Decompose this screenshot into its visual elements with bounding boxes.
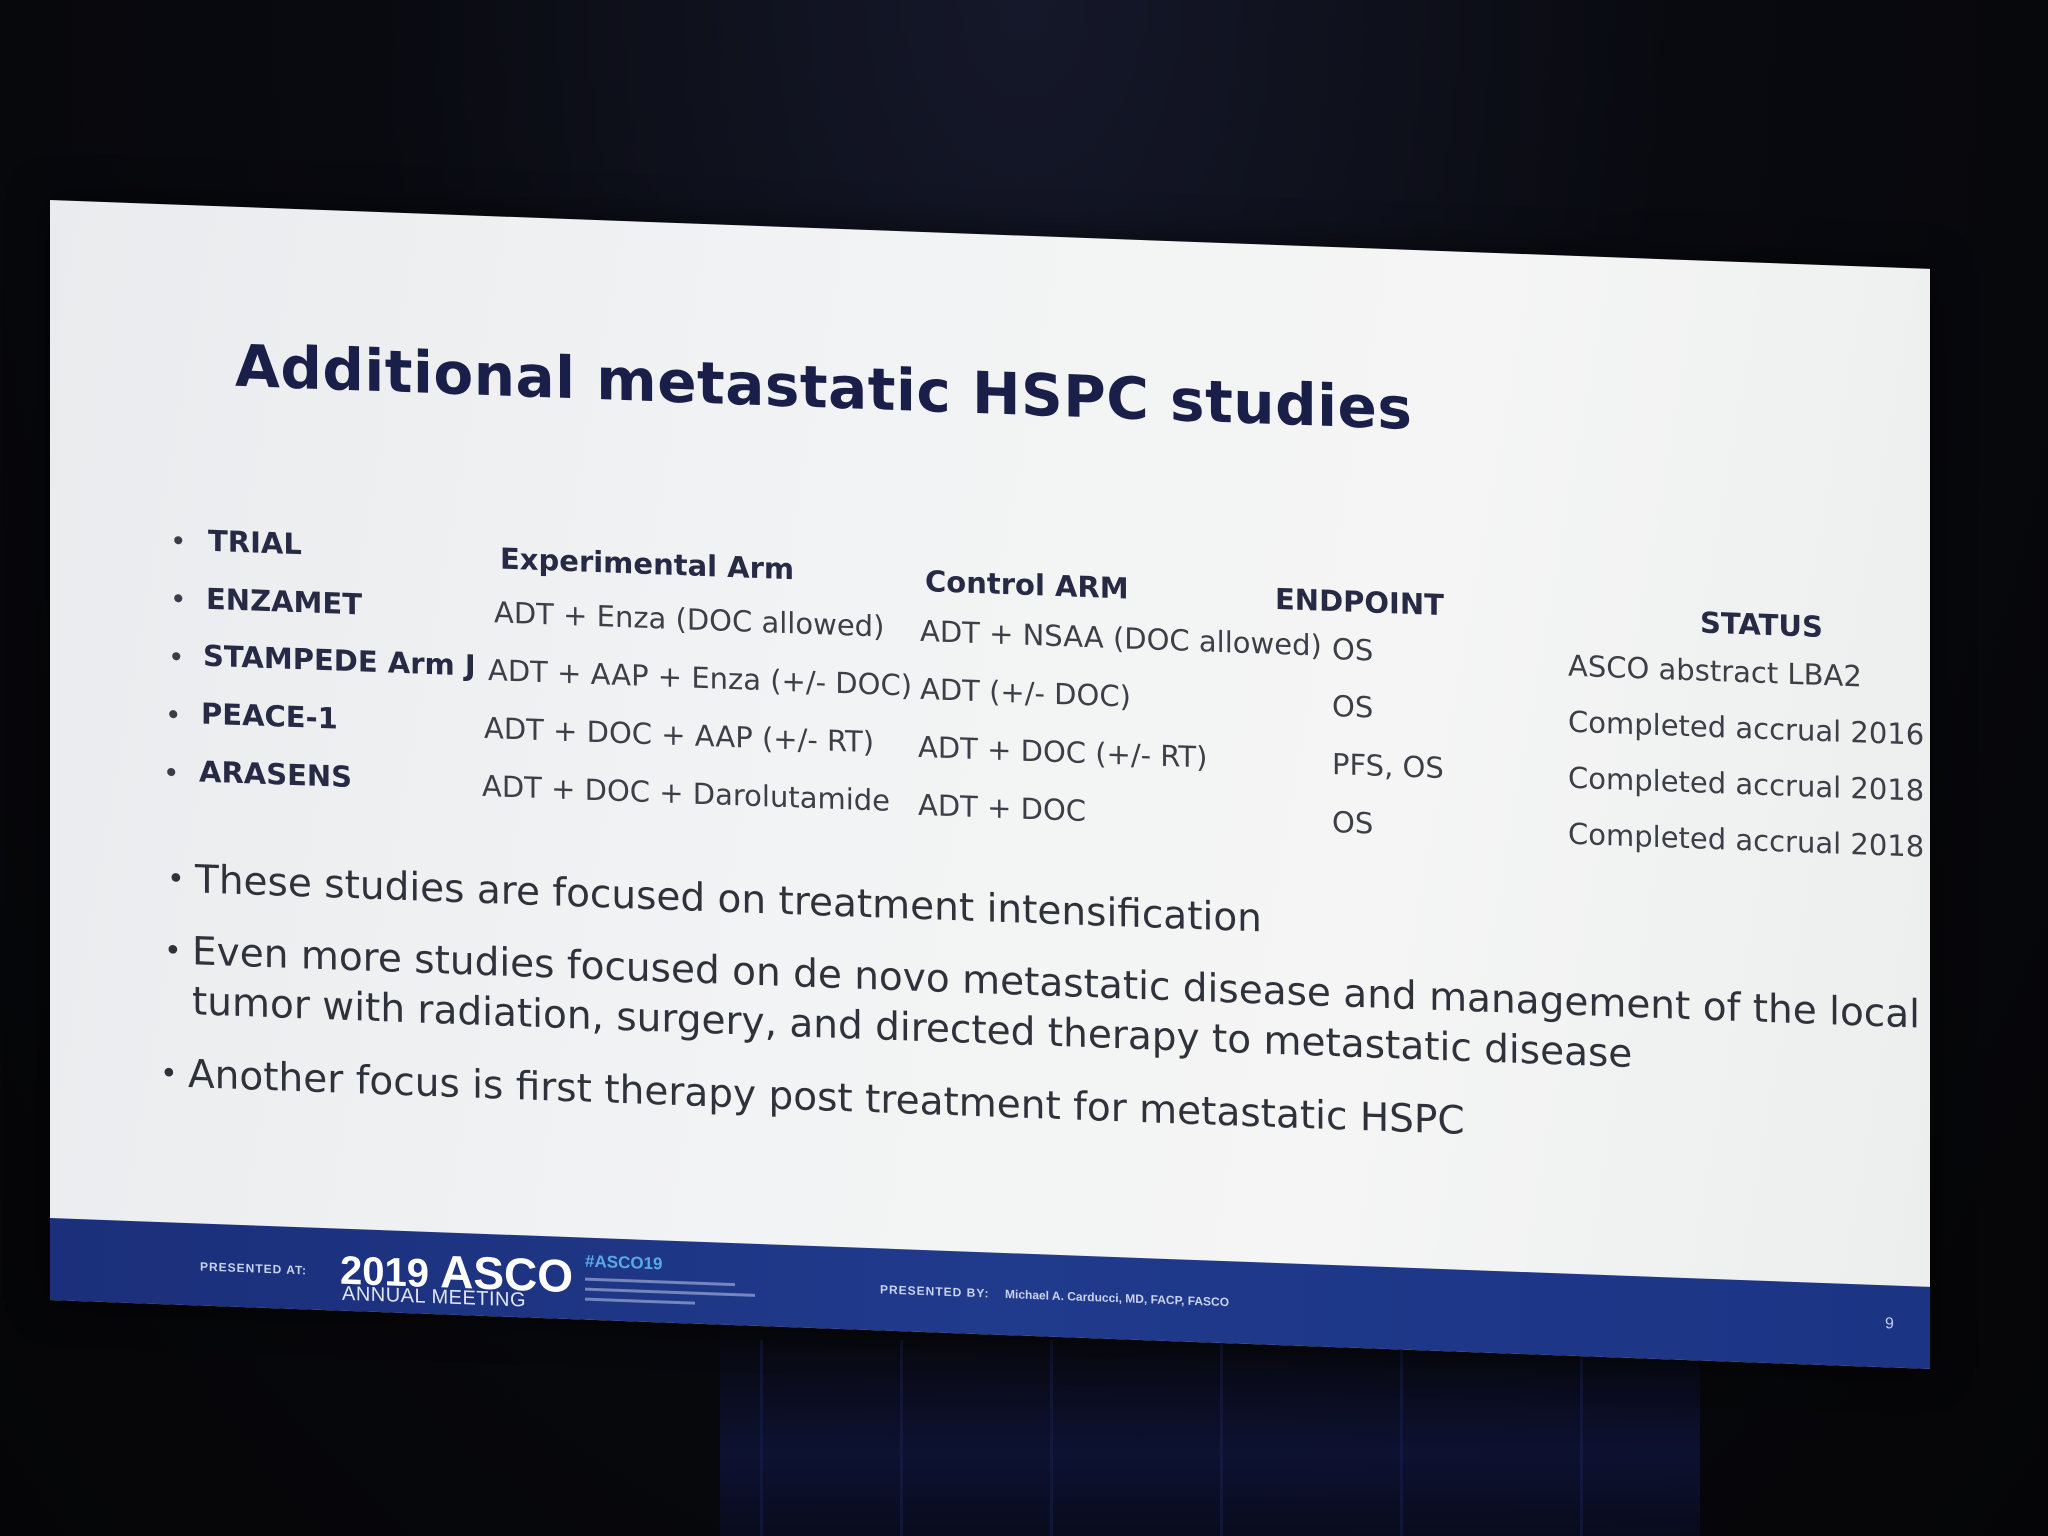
curtain-fold [900,1340,903,1536]
header-experimental-arm: Experimental Arm [500,541,795,587]
bullet-dot: • [164,933,182,969]
curtain-fold [1400,1340,1403,1536]
copyright-fine-print [585,1297,695,1305]
trial-name: STAMPEDE Arm J [203,638,476,683]
experimental-arm-cell: ADT + DOC + Darolutamide [482,768,891,818]
bullet-dot: • [168,640,185,674]
control-arm-cell: ADT + NSAA (DOC allowed) [920,613,1322,663]
copyright-fine-print [585,1277,735,1287]
status-cell: Completed accrual 2018 [1568,760,1925,808]
presented-at-label: PRESENTED AT: [200,1259,308,1278]
curtain-fold [760,1340,763,1536]
curtain-fold [1050,1340,1053,1536]
copyright-fine-print [585,1287,755,1297]
bullet-dot: • [170,524,187,559]
header-status: STATUS [1700,605,1823,645]
projection-screen: Additional metastatic HSPC studies • TRI… [50,200,1930,1369]
slide-title: Additional metastatic HSPC studies [235,331,1413,443]
trial-name: ARASENS [199,754,353,795]
presenter-name: Michael A. Carducci, MD, FACP, FASCO [1005,1287,1230,1310]
experimental-arm-cell: ADT + AAP + Enza (+/- DOC) [488,653,913,703]
bullet-dot: • [167,861,185,897]
header-endpoint: ENDPOINT [1275,581,1444,623]
header-trial: TRIAL [208,523,302,562]
page-number: 9 [1885,1315,1894,1333]
curtain-fold [1220,1340,1223,1536]
header-control-arm: Control ARM [925,564,1129,606]
status-cell: Completed accrual 2018 [1568,816,1925,864]
experimental-arm-cell: ADT + DOC + AAP (+/- RT) [484,710,875,760]
bullet-dot: • [165,698,182,732]
endpoint-cell: OS [1332,632,1374,668]
bullet-dot: • [163,756,180,790]
bullet-dot: • [170,582,187,617]
control-arm-cell: ADT + DOC (+/- RT) [918,729,1208,775]
endpoint-cell: OS [1332,805,1374,841]
status-cell: ASCO abstract LBA2 [1568,648,1862,694]
trial-name: PEACE-1 [201,696,338,736]
bullet-text: These studies are focused on treatment i… [195,857,1262,942]
control-arm-cell: ADT + DOC [918,787,1087,828]
status-cell: Completed accrual 2016 [1568,704,1925,752]
stage-glow [720,1330,1700,1536]
trial-name: ENZAMET [206,581,363,622]
endpoint-cell: OS [1332,689,1374,725]
curtain-fold [1580,1340,1583,1536]
control-arm-cell: ADT (+/- DOC) [920,671,1131,714]
bullet-dot: • [160,1056,178,1092]
presented-by-label: PRESENTED BY: [880,1282,990,1301]
experimental-arm-cell: ADT + Enza (DOC allowed) [494,595,885,644]
endpoint-cell: PFS, OS [1332,747,1444,786]
hashtag: #ASCO19 [585,1251,663,1274]
